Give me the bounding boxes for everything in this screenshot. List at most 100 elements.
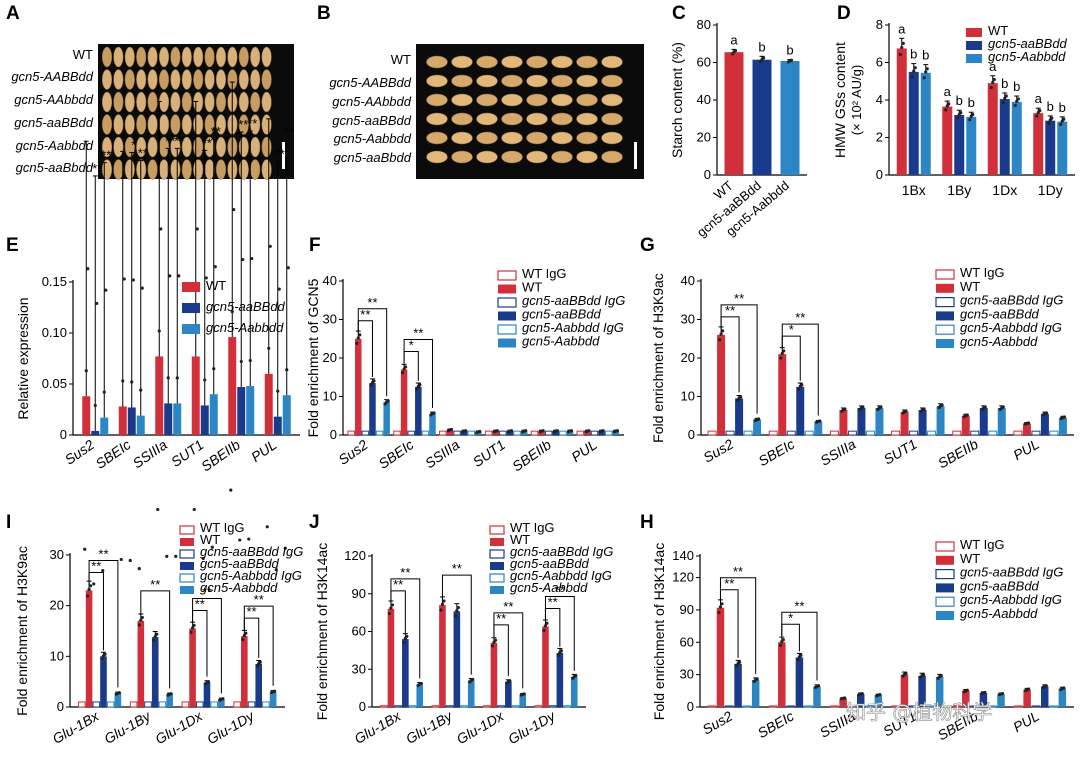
grain xyxy=(215,159,227,180)
bracket-stars: ** xyxy=(724,576,734,591)
photo-a-label-4: gcn5-Aabbdd xyxy=(16,138,94,153)
data-point xyxy=(439,608,443,612)
grain xyxy=(181,46,192,68)
bar xyxy=(530,430,539,436)
data-point xyxy=(449,427,454,432)
grain xyxy=(158,159,170,180)
bar xyxy=(262,701,270,708)
bar xyxy=(467,430,475,436)
bar xyxy=(394,705,402,708)
grain xyxy=(250,69,261,90)
bar xyxy=(475,431,482,435)
bar xyxy=(576,430,585,436)
y-tick-label: 30 xyxy=(323,312,337,327)
data-point xyxy=(738,395,743,399)
bar xyxy=(598,431,605,435)
legend-label: gcn5-Aabbdd xyxy=(206,320,284,335)
bar xyxy=(780,61,800,175)
bar xyxy=(400,369,408,435)
legend-swatch xyxy=(936,555,954,565)
y-tick-label: 0 xyxy=(688,427,695,442)
bar xyxy=(416,684,424,707)
bar xyxy=(114,693,122,707)
significance-letter: b xyxy=(922,48,929,63)
data-point xyxy=(204,276,208,280)
grain xyxy=(501,112,523,126)
legend-swatch xyxy=(966,41,982,50)
y-tick-label: 30 xyxy=(352,661,366,676)
bracket-stars: ** xyxy=(246,604,256,619)
grain xyxy=(101,46,113,68)
bar xyxy=(566,431,574,435)
significance-letter: a xyxy=(898,21,906,36)
grain xyxy=(181,136,192,158)
data-point xyxy=(206,680,211,684)
legend-swatch xyxy=(936,339,954,348)
data-point xyxy=(358,333,362,337)
grain xyxy=(551,74,573,88)
data-point xyxy=(203,378,207,382)
grain xyxy=(476,131,498,145)
photo-a-label-wt: WT xyxy=(73,47,93,62)
bar xyxy=(724,52,744,175)
grain xyxy=(501,131,523,145)
bar xyxy=(369,383,376,435)
data-point xyxy=(991,80,995,84)
data-point xyxy=(455,609,459,613)
grain xyxy=(261,91,272,113)
grain xyxy=(204,91,215,113)
data-point xyxy=(1026,421,1031,425)
x-tick-label: Glu-1Dx xyxy=(152,707,205,747)
bar xyxy=(164,403,173,435)
data-point xyxy=(879,405,883,409)
grain xyxy=(113,91,124,113)
bracket-stars: ** xyxy=(452,561,462,576)
bar xyxy=(865,705,874,708)
data-point xyxy=(355,341,359,345)
grain xyxy=(193,69,204,90)
legend-swatch xyxy=(498,284,516,294)
grain xyxy=(215,136,227,158)
bracket xyxy=(88,559,119,688)
photo-a-label-5: gcn5-aaBbdd xyxy=(16,160,94,175)
bracket-stars: ** xyxy=(548,594,558,609)
bar xyxy=(246,386,255,435)
y-tick-label: 0.10 xyxy=(42,325,67,340)
bar xyxy=(987,83,998,175)
bar xyxy=(559,430,567,436)
data-point xyxy=(983,690,987,695)
bar xyxy=(118,406,127,435)
bar xyxy=(375,430,384,436)
data-point xyxy=(939,673,943,678)
panel-label-b: B xyxy=(317,3,331,24)
y-tick-label: 0 xyxy=(57,699,64,714)
legend-label: gcn5-aaBBdd xyxy=(988,36,1068,51)
panel-label-g: G xyxy=(640,235,655,256)
bar xyxy=(269,691,277,707)
significance-letter: a xyxy=(989,59,997,74)
bar xyxy=(383,402,390,435)
legend-label: gcn5-aaBBdd xyxy=(206,299,286,314)
bar xyxy=(100,656,107,707)
data-point xyxy=(1050,116,1054,120)
grain-photo-b: WT gcn5-AABBdd gcn5-AAbbdd gcn5-aaBBdd g… xyxy=(329,44,644,179)
legend-swatch xyxy=(935,269,955,280)
bar xyxy=(556,652,564,707)
data-point xyxy=(587,429,591,433)
significance-letter: b xyxy=(786,43,793,58)
bar xyxy=(1049,430,1059,436)
bar xyxy=(954,115,965,175)
data-point xyxy=(387,611,392,616)
data-point xyxy=(442,599,446,603)
bar xyxy=(173,403,182,435)
data-point xyxy=(250,256,254,261)
bar xyxy=(999,99,1010,175)
legend-label: WT IgG xyxy=(960,265,1005,280)
grain xyxy=(426,150,448,164)
data-point xyxy=(419,681,423,686)
data-point xyxy=(522,692,526,696)
data-point xyxy=(1047,121,1051,126)
legend-label: WT IgG xyxy=(200,520,245,535)
bar xyxy=(1031,705,1041,708)
